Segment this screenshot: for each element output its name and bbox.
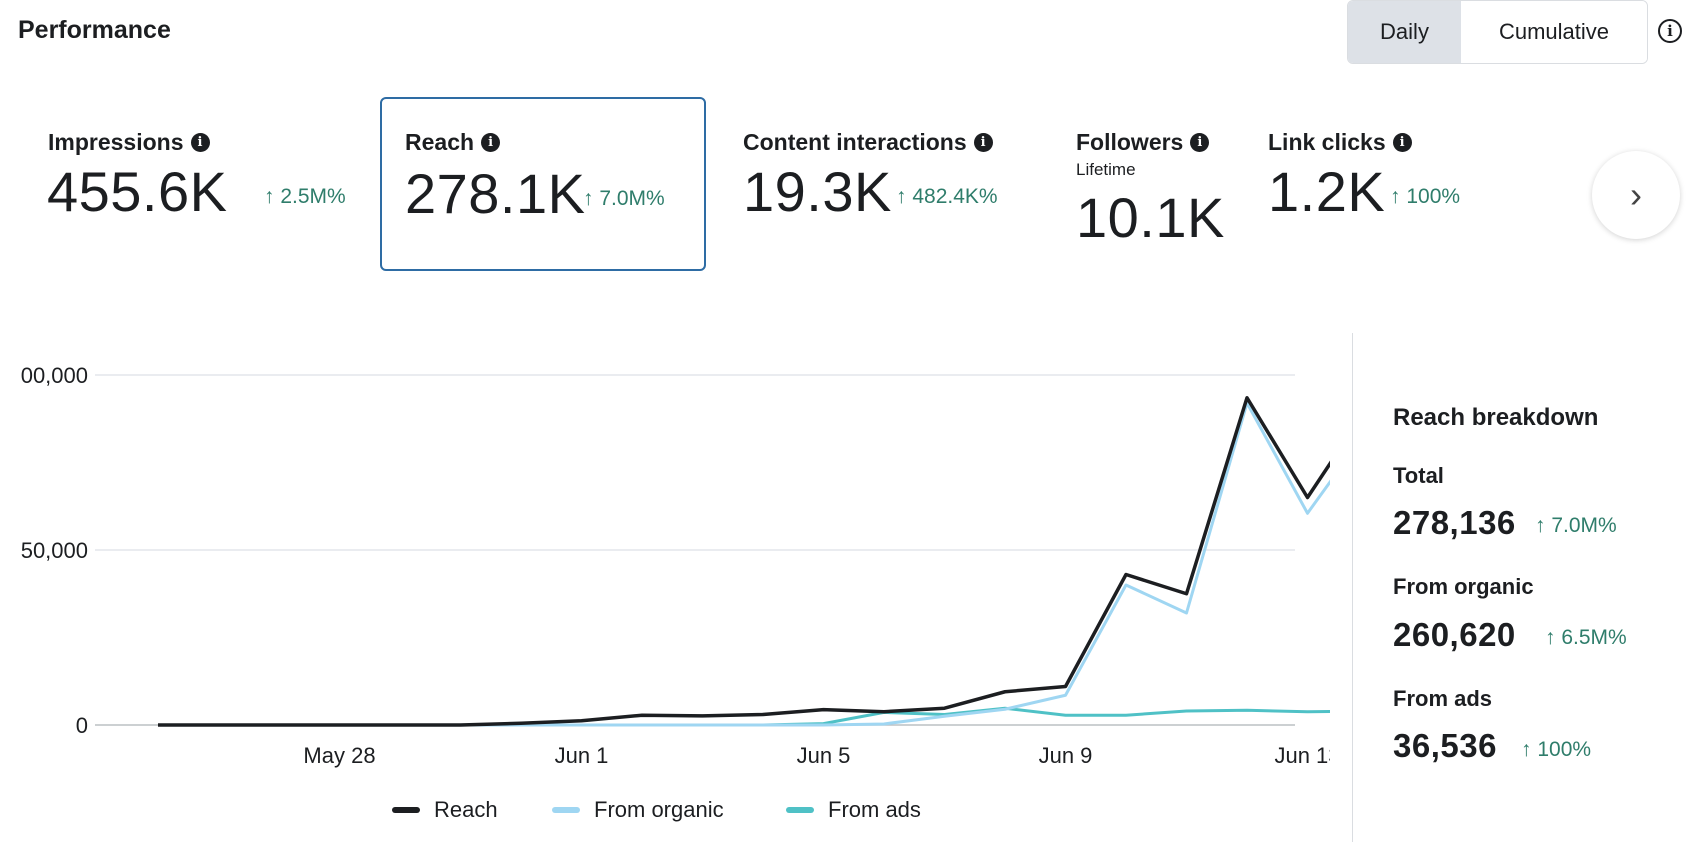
series-line-from-organic[interactable] xyxy=(158,401,1330,727)
info-icon[interactable]: i xyxy=(973,133,993,152)
series-line-reach[interactable] xyxy=(158,396,1330,727)
y-tick-label: 50,000 xyxy=(21,538,88,563)
breakdown-organic-value: 260,620 xyxy=(1393,616,1516,653)
metric-sublabel: Lifetime xyxy=(1076,160,1136,179)
metric-card-link-clicks[interactable]: Link clicks i 1.2K ↑ 100% xyxy=(1260,105,1590,290)
info-icon[interactable]: i xyxy=(481,133,501,152)
metric-card-impressions[interactable]: Impressions i 455.6K ↑ 2.5M% xyxy=(30,105,370,290)
metric-change: ↑ 2.5M% xyxy=(264,185,346,208)
metric-label: Reach i xyxy=(405,129,501,156)
breakdown-total-label: Total xyxy=(1393,463,1444,488)
metric-label: Followers i xyxy=(1076,129,1210,156)
metric-value: 19.3K xyxy=(743,160,892,223)
metric-value: 455.6K xyxy=(47,160,228,223)
breakdown-ads-label: From ads xyxy=(1393,686,1493,711)
x-tick-label: Jun 9 xyxy=(1039,743,1093,768)
legend-item-organic: From organic xyxy=(552,797,724,823)
info-icon[interactable]: i xyxy=(1190,133,1210,152)
reach-line-chart: 0 50,000 00,000 May 28 Jun 1 Jun 5 Jun 9 Jun 13 xyxy=(21,363,1330,768)
metric-label: Link clicks i xyxy=(1268,129,1412,156)
breakdown-total-value: 278,136 xyxy=(1393,504,1516,541)
info-icon[interactable]: i xyxy=(1392,133,1412,152)
breakdown-ads-change: ↑ 100% xyxy=(1521,738,1592,761)
legend-swatch xyxy=(392,807,420,813)
metric-card-content-interactions[interactable]: Content interactions i 19.3K ↑ 482.4K% xyxy=(730,105,1060,290)
x-tick-label: Jun 13 xyxy=(1274,743,1330,768)
metric-card-followers[interactable]: Followers i Lifetime 10.1K xyxy=(1068,105,1248,290)
metric-change: ↑ 100% xyxy=(1390,185,1461,208)
breakdown-total-change: ↑ 7.0M% xyxy=(1535,514,1617,537)
legend-item-reach: Reach xyxy=(392,797,498,823)
legend-item-ads: From ads xyxy=(786,797,921,823)
metric-label: Content interactions i xyxy=(743,129,993,156)
chevron-right-icon[interactable]: › xyxy=(1592,151,1680,239)
breakdown-organic-label: From organic xyxy=(1393,574,1534,599)
breakdown-ads-value: 36,536 xyxy=(1393,727,1497,764)
x-tick-label: Jun 1 xyxy=(555,743,609,768)
metric-value: 1.2K xyxy=(1268,160,1386,223)
metric-change: ↑ 482.4K% xyxy=(896,185,998,208)
divider xyxy=(1352,333,1353,842)
y-tick-label: 0 xyxy=(76,713,88,738)
metric-value: 278.1K xyxy=(405,162,586,225)
cumulative-toggle-button[interactable]: Cumulative xyxy=(1461,1,1647,63)
x-tick-label: May 28 xyxy=(303,743,375,768)
legend-swatch xyxy=(786,807,814,813)
page-title: Performance xyxy=(18,16,171,44)
metric-change: ↑ 7.0M% xyxy=(583,187,665,210)
view-toggle: Daily Cumulative xyxy=(1347,0,1648,64)
daily-toggle-button[interactable]: Daily xyxy=(1348,1,1461,63)
metric-card-reach[interactable]: Reach i 278.1K ↑ 7.0M% xyxy=(380,97,706,271)
y-tick-label: 00,000 xyxy=(21,363,88,388)
metric-label: Impressions i xyxy=(48,129,210,156)
x-tick-label: Jun 5 xyxy=(797,743,851,768)
breakdown-organic-change: ↑ 6.5M% xyxy=(1545,626,1627,649)
breakdown-title: Reach breakdown xyxy=(1393,404,1599,431)
info-icon[interactable]: i xyxy=(1658,19,1682,43)
info-icon[interactable]: i xyxy=(190,133,210,152)
metric-value: 10.1K xyxy=(1076,186,1225,249)
legend-swatch xyxy=(552,807,580,813)
